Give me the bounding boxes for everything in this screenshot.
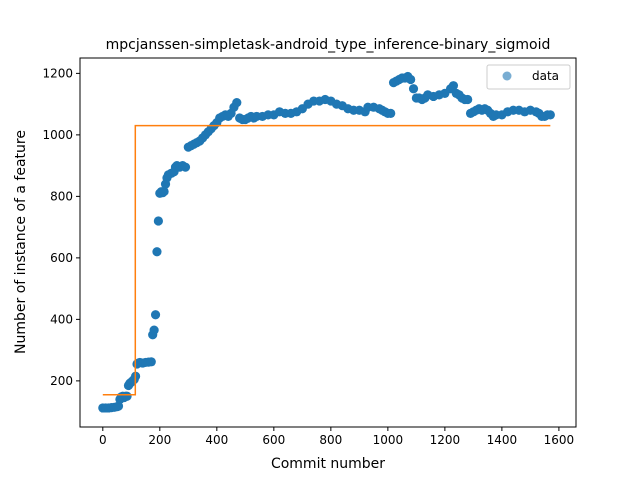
plot-frame	[79, 57, 577, 428]
fit-series	[102, 124, 551, 396]
data-point	[150, 310, 161, 320]
legend-marker	[502, 71, 512, 81]
data-series	[98, 71, 555, 413]
x-tick-label: 400	[205, 433, 228, 447]
data-point	[448, 81, 459, 91]
x-axis: 0 200 400 600 800 1000 1200 1400 1600	[99, 427, 574, 447]
legend-box	[486, 64, 571, 90]
data-point	[152, 247, 162, 257]
data-point	[122, 391, 132, 401]
data-point	[159, 186, 169, 197]
x-tick-label: 1600	[544, 433, 575, 447]
x-tick-label: 1000	[373, 433, 404, 447]
fit-line	[102, 124, 551, 396]
x-tick-label: 800	[319, 433, 342, 447]
data-point	[180, 162, 191, 172]
y-tick-label: 800	[50, 189, 73, 203]
x-tick-label: 0	[99, 433, 107, 447]
data-point	[545, 110, 555, 120]
data-point	[386, 108, 396, 118]
x-tick-label: 600	[262, 433, 285, 447]
data-point	[406, 74, 416, 85]
data-point	[232, 97, 242, 108]
y-axis: 200 400 600 800 1000 1200	[42, 66, 80, 388]
x-tick-label: 1200	[430, 433, 461, 447]
y-tick-label: 400	[50, 312, 73, 326]
y-tick-label: 1200	[42, 66, 73, 80]
legend: data	[486, 64, 571, 90]
chart-title: mpcjanssen-simpletask-android_type_infer…	[106, 37, 551, 53]
x-tick-label: 200	[148, 433, 171, 447]
x-tick-label: 1400	[487, 433, 518, 447]
y-tick-label: 200	[50, 374, 73, 388]
y-tick-label: 1000	[42, 128, 73, 142]
legend-label-data: data	[532, 69, 559, 83]
data-point	[408, 84, 419, 94]
data-point	[153, 216, 163, 226]
data-point	[463, 94, 473, 105]
y-axis-label: Number of instance of a feature	[13, 130, 29, 354]
y-tick-label: 600	[50, 251, 73, 265]
x-axis-label: Commit number	[271, 456, 385, 472]
data-point	[149, 325, 159, 335]
data-point	[146, 357, 156, 367]
